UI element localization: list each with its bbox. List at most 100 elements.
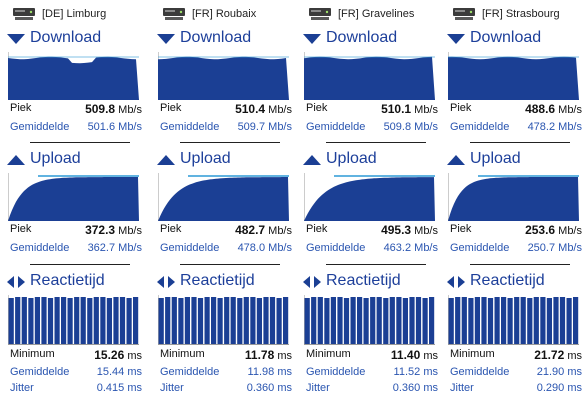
server-name: [FR] Gravelines [338,8,415,20]
latency-average-row: Gemiddelde 21.90 ms [448,366,582,380]
latency-bar [191,297,197,344]
download-average-row: Gemiddelde 509.7 Mb/s [158,121,292,135]
download-label: Download [180,29,252,46]
latency-minimum-number: 15.26 [94,348,125,362]
upload-arrow-icon [302,152,322,168]
upload-average-number: 362.7 [87,242,116,254]
latency-jitter-row: Jitter 0.415 ms [8,382,142,396]
download-average-number: 478.2 [527,121,556,133]
upload-average-value: 250.7 Mb/s [528,242,582,254]
upload-average-label: Gemiddelde [160,242,220,254]
latency-minimum-row: Minimum 11.40 ms [304,348,438,362]
latency-bar [243,297,249,344]
latency-bar [184,297,190,344]
latency-average-label: Gemiddelde [306,366,366,378]
download-average-row: Gemiddelde 478.2 Mb/s [448,121,582,135]
latency-bar [468,298,474,344]
latency-average-row: Gemiddelde 15.44 ms [8,366,142,380]
latency-average-unit: ms [127,366,142,378]
upload-label: Upload [326,150,377,167]
latency-jitter-value: 0.360 ms [393,382,438,394]
latency-minimum-row: Minimum 15.26 ms [8,348,142,362]
upload-section-title: Upload [444,149,584,171]
latency-bar [520,297,526,344]
download-peak-label: Piek [450,102,472,114]
latency-jitter-label: Jitter [450,382,474,394]
latency-average-value: 11.98 ms [248,366,292,378]
latency-bar [15,297,21,344]
latency-bar [481,297,487,344]
download-average-value: 509.7 Mb/s [238,121,292,133]
download-average-unit: Mb/s [414,121,438,133]
latency-label: Reactietijd [326,272,401,289]
latency-bar [133,297,139,344]
download-peak-label: Piek [306,102,328,114]
latency-section-title: Reactietijd [154,271,294,293]
latency-minimum-number: 21.72 [534,348,565,362]
latency-minimum-value: 21.72 ms [534,348,582,362]
download-peak-unit: Mb/s [558,104,582,116]
latency-bar [494,297,500,344]
latency-bar [224,297,230,344]
download-peak-value: 510.4 Mb/s [235,102,292,116]
upload-label: Upload [470,150,521,167]
download-section-title: Download [4,28,144,50]
latency-bar [415,297,422,344]
latency-arrows-icon [156,274,176,290]
latency-minimum-unit: ms [423,350,438,362]
upload-peak-number: 253.6 [525,223,556,237]
upload-peak-value: 495.3 Mb/s [381,223,438,237]
upload-average-unit: Mb/s [558,242,582,254]
server-icon [452,7,476,21]
latency-bar [402,298,408,344]
latency-bar [350,297,356,344]
download-average-unit: Mb/s [268,121,292,133]
latency-minimum-label: Minimum [160,348,205,360]
latency-section-title: Reactietijd [444,271,584,293]
upload-graph [448,173,579,221]
latency-jitter-row: Jitter 0.360 ms [304,382,438,396]
latency-arrows-icon [302,274,322,290]
latency-bar [559,297,566,344]
server-header: [FR] Roubaix [150,2,295,26]
latency-bar [337,297,343,344]
upload-peak-value: 482.7 Mb/s [235,223,292,237]
latency-jitter-number: 0.290 [536,382,565,394]
server-panel: [FR] Strasbourg Download Piek 488.6 Mb/s Gem… [440,0,585,403]
latency-jitter-unit: ms [567,382,582,394]
download-peak-label: Piek [10,102,32,114]
upload-arrow-icon [6,152,26,168]
latency-minimum-label: Minimum [10,348,55,360]
latency-minimum-unit: ms [277,350,292,362]
latency-minimum-unit: ms [127,350,142,362]
upload-label: Upload [180,150,231,167]
latency-graph [303,295,435,345]
latency-bar [230,297,236,344]
latency-minimum-number: 11.78 [244,348,275,362]
latency-bar [383,298,389,344]
download-section-title: Download [154,28,294,50]
latency-bar [507,298,513,344]
upload-peak-label: Piek [306,223,328,235]
latency-average-label: Gemiddelde [160,366,220,378]
latency-minimum-row: Minimum 11.78 ms [158,348,292,362]
latency-minimum-unit: ms [567,350,582,362]
upload-label: Upload [30,150,81,167]
latency-jitter-number: 0.415 [96,382,125,394]
upload-average-label: Gemiddelde [450,242,510,254]
download-average-value: 501.6 Mb/s [88,121,142,133]
latency-bar [304,298,310,344]
server-name: [FR] Roubaix [192,8,257,20]
upload-graph [304,173,435,221]
latency-bar [455,297,461,344]
latency-minimum-label: Minimum [450,348,495,360]
download-average-number: 501.6 [87,121,116,133]
server-icon [308,7,332,21]
download-peak-value: 509.8 Mb/s [85,102,142,116]
upload-average-row: Gemiddelde 362.7 Mb/s [8,242,142,256]
latency-graph [7,295,139,345]
upload-arrow-icon [156,152,176,168]
latency-average-number: 15.44 [96,366,125,378]
latency-bar [237,298,243,344]
download-average-label: Gemiddelde [10,121,70,133]
